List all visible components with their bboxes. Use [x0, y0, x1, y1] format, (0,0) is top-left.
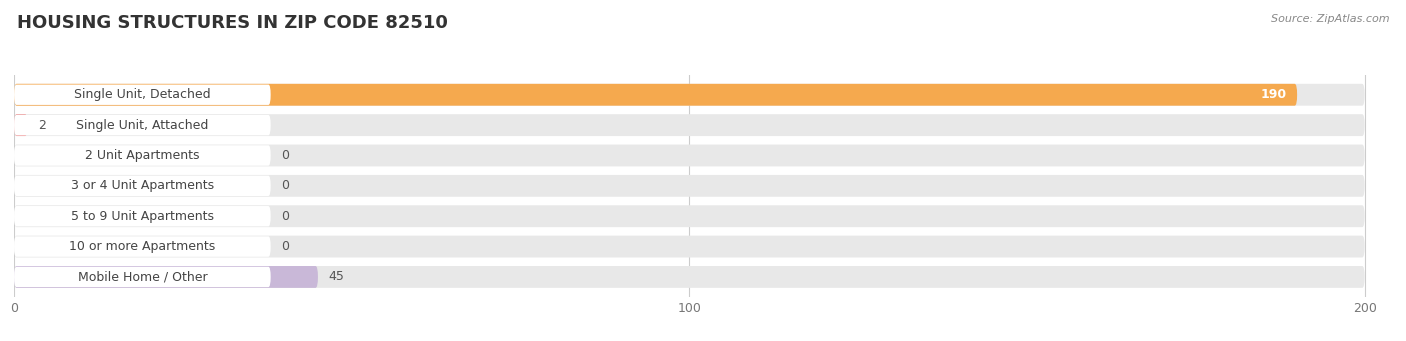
FancyBboxPatch shape: [14, 84, 1365, 106]
Text: 2: 2: [38, 119, 45, 132]
Text: 10 or more Apartments: 10 or more Apartments: [69, 240, 215, 253]
Text: 190: 190: [1261, 88, 1286, 101]
Text: 5 to 9 Unit Apartments: 5 to 9 Unit Apartments: [70, 210, 214, 223]
Text: 0: 0: [281, 210, 288, 223]
Text: Single Unit, Attached: Single Unit, Attached: [76, 119, 208, 132]
FancyBboxPatch shape: [14, 114, 28, 136]
Text: 0: 0: [281, 179, 288, 192]
Text: Mobile Home / Other: Mobile Home / Other: [77, 270, 207, 283]
FancyBboxPatch shape: [14, 114, 1365, 136]
FancyBboxPatch shape: [14, 266, 318, 288]
Text: 0: 0: [281, 149, 288, 162]
FancyBboxPatch shape: [14, 236, 1365, 257]
Text: Source: ZipAtlas.com: Source: ZipAtlas.com: [1271, 14, 1389, 24]
FancyBboxPatch shape: [14, 236, 271, 257]
Text: 3 or 4 Unit Apartments: 3 or 4 Unit Apartments: [70, 179, 214, 192]
Text: 0: 0: [281, 240, 288, 253]
FancyBboxPatch shape: [14, 84, 1298, 106]
FancyBboxPatch shape: [14, 115, 271, 135]
FancyBboxPatch shape: [14, 145, 271, 166]
Text: 2 Unit Apartments: 2 Unit Apartments: [86, 149, 200, 162]
FancyBboxPatch shape: [14, 206, 271, 226]
FancyBboxPatch shape: [14, 205, 1365, 227]
FancyBboxPatch shape: [14, 266, 1365, 288]
FancyBboxPatch shape: [14, 175, 1365, 197]
Text: HOUSING STRUCTURES IN ZIP CODE 82510: HOUSING STRUCTURES IN ZIP CODE 82510: [17, 14, 447, 32]
FancyBboxPatch shape: [14, 145, 1365, 166]
FancyBboxPatch shape: [14, 267, 271, 287]
Text: Single Unit, Detached: Single Unit, Detached: [75, 88, 211, 101]
FancyBboxPatch shape: [14, 176, 271, 196]
Text: 45: 45: [328, 270, 344, 283]
FancyBboxPatch shape: [14, 85, 271, 105]
